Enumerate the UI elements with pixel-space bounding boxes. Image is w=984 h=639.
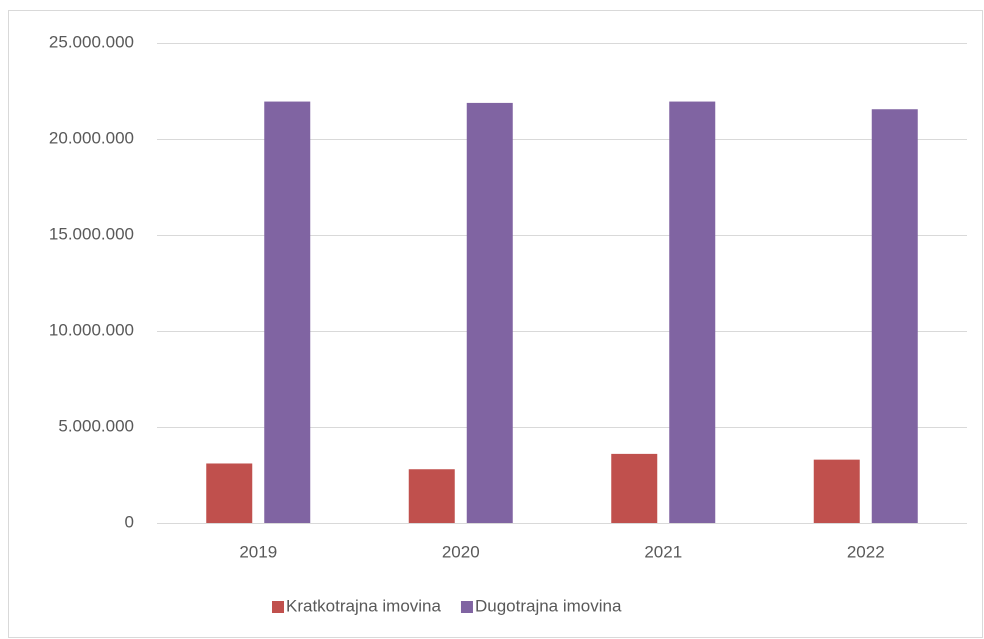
- bar: [466, 102, 513, 524]
- x-tick-label: 2021: [644, 542, 682, 561]
- bar: [813, 459, 860, 523]
- bar: [611, 453, 658, 523]
- bar: [871, 109, 918, 524]
- bar: [408, 469, 455, 523]
- legend-swatch: [460, 601, 473, 613]
- y-tick-label: 20.000.000: [49, 128, 134, 147]
- y-tick-label: 5.000.000: [58, 416, 134, 435]
- legend-swatch: [272, 601, 284, 613]
- bar: [669, 101, 716, 523]
- legend-label: Dugotrajna imovina: [475, 596, 622, 615]
- y-tick-label: 25.000.000: [49, 32, 134, 51]
- bar: [206, 463, 253, 523]
- y-tick-label: 0: [125, 512, 134, 531]
- legend-label: Kratkotrajna imovina: [286, 596, 442, 615]
- bar: [264, 101, 311, 523]
- y-tick-label: 15.000.000: [49, 224, 134, 243]
- y-tick-label: 10.000.000: [49, 320, 134, 339]
- x-tick-label: 2022: [847, 542, 885, 561]
- x-tick-label: 2019: [239, 542, 277, 561]
- x-tick-label: 2020: [442, 542, 480, 561]
